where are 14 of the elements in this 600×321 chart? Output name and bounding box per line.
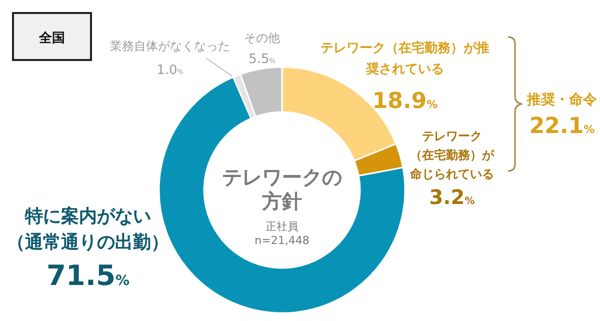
- data-label: 71.5%: [46, 259, 130, 292]
- data-label: 3.2%: [429, 185, 475, 209]
- text: n=21,448: [254, 234, 310, 247]
- slice-label: 特に案内がない（通常通りの出勤）: [7, 206, 169, 253]
- slice-label: テレワーク（在宅勤務）が命じられている: [409, 129, 495, 181]
- text: テレワークの方針: [222, 165, 342, 213]
- slice-label: テレワーク（在宅勤務）が推奨されている: [320, 40, 490, 77]
- data-label: 18.9%: [372, 89, 438, 114]
- text: 推奨・命令: [526, 92, 598, 108]
- chart-title: 全国: [38, 31, 65, 46]
- text: 22.1%: [529, 114, 595, 139]
- slice-label: 業務自体がなくなった: [110, 39, 230, 53]
- slice-label: その他: [244, 31, 280, 45]
- text: 正社員: [266, 220, 298, 233]
